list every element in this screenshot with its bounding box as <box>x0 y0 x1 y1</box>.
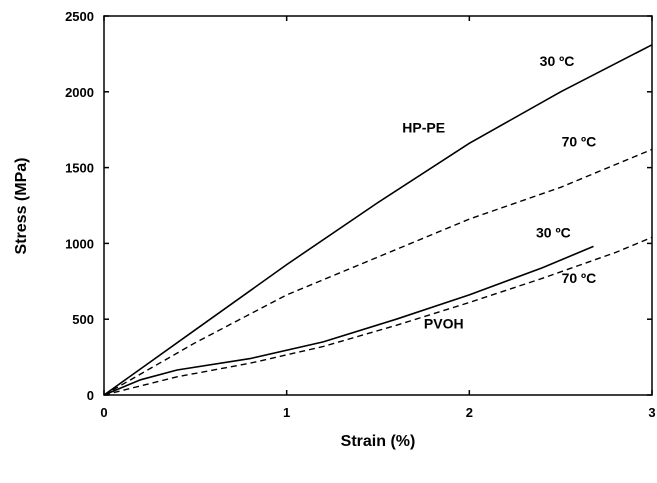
x-tick-label: 3 <box>648 405 655 420</box>
series-line-hp-pe-30c <box>103 44 653 396</box>
annotation-label: HP-PE <box>402 120 445 136</box>
plot-area: 0 1 2 3 0 500 1000 1500 2000 2500 <box>65 9 656 420</box>
annotation-layer: HP-PE 30 ºC 70 ºC PVOH 30 ºC 70 ºC <box>402 53 596 331</box>
series-line-pvoh-30c <box>103 245 594 396</box>
y-axis-title: Stress (MPa) <box>13 158 30 255</box>
y-tick-label: 2000 <box>65 85 94 100</box>
x-tick-label: 2 <box>466 405 473 420</box>
x-axis-title: Strain (%) <box>341 433 416 450</box>
x-tick-label: 1 <box>283 405 290 420</box>
series-line-hp-pe-70c <box>103 148 653 396</box>
annotation-label: 30 ºC <box>536 224 571 240</box>
y-tick-label: 1000 <box>65 236 94 251</box>
annotation-label: PVOH <box>424 315 464 331</box>
y-tick-label: 1500 <box>65 161 94 176</box>
series-line-pvoh-70c <box>103 236 653 396</box>
series-layer <box>103 44 653 396</box>
y-tick-label: 2500 <box>65 9 94 24</box>
annotation-label: 70 ºC <box>562 270 597 286</box>
annotation-label: 30 ºC <box>540 53 575 69</box>
y-tick-label: 500 <box>72 312 94 327</box>
x-tick-label: 0 <box>100 405 107 420</box>
annotation-label: 70 ºC <box>562 133 597 149</box>
plot-border <box>103 15 653 396</box>
y-tick-label: 0 <box>87 388 94 403</box>
